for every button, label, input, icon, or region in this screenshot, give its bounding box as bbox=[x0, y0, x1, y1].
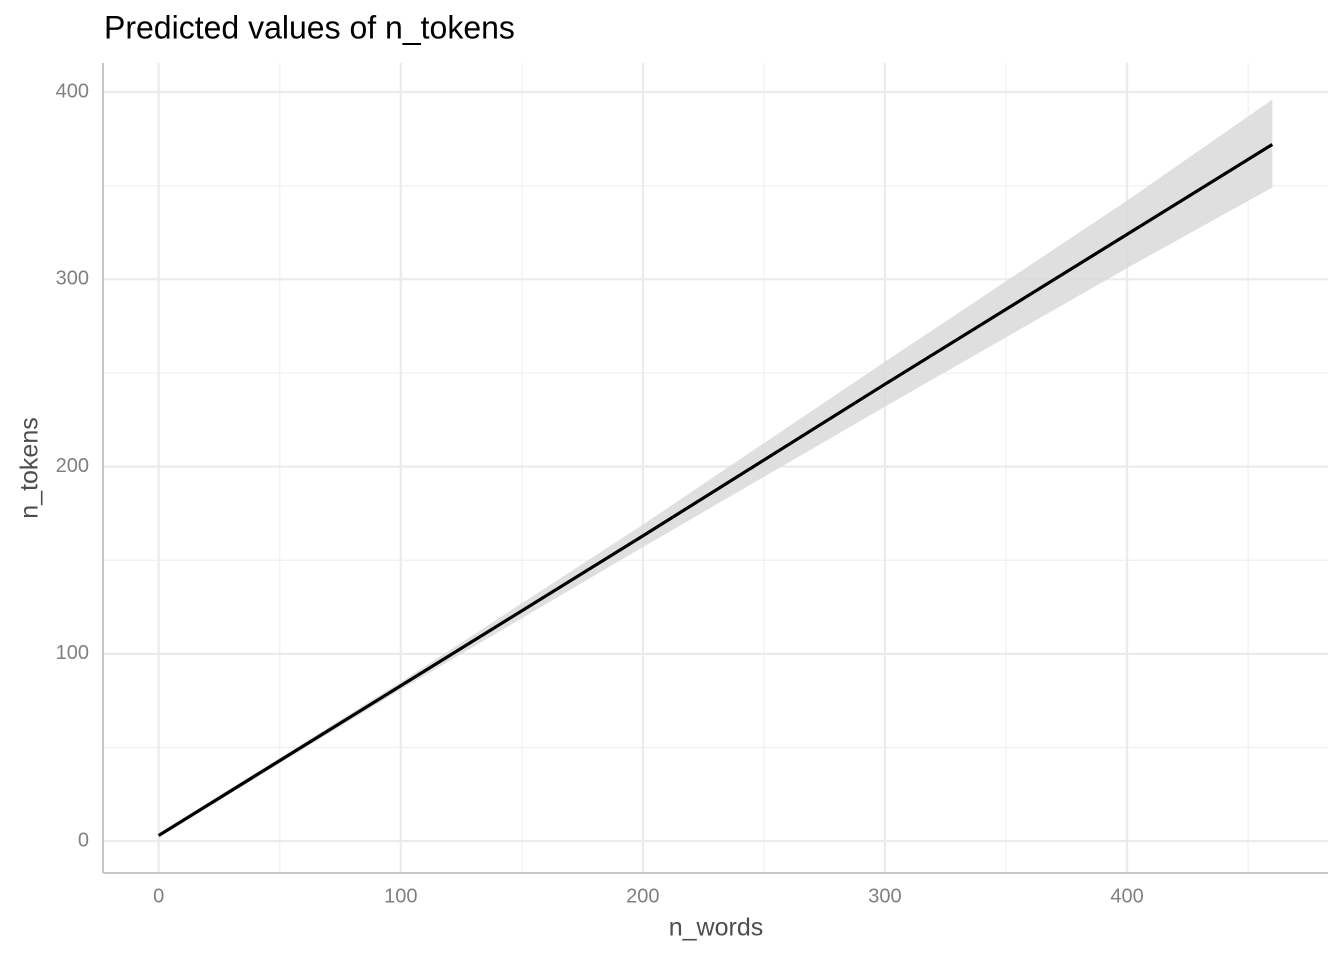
x-tick-label: 200 bbox=[626, 885, 659, 907]
y-tick-label: 200 bbox=[56, 455, 89, 477]
y-tick-label: 400 bbox=[56, 80, 89, 102]
y-tick-label: 100 bbox=[56, 642, 89, 664]
x-axis-title: n_words bbox=[669, 914, 764, 942]
line bbox=[157, 143, 1274, 837]
x-tick-label: 0 bbox=[153, 885, 164, 907]
confidence-band bbox=[158, 99, 1273, 838]
y-axis-title: n_tokens bbox=[16, 417, 44, 518]
chart-title: Predicted values of n_tokens bbox=[104, 9, 515, 45]
x-tick-label: 100 bbox=[384, 885, 417, 907]
y-tick-label: 300 bbox=[56, 268, 89, 290]
y-tick-label: 0 bbox=[78, 829, 89, 851]
x-tick-label: 400 bbox=[1110, 885, 1143, 907]
x-tick-label: 300 bbox=[868, 885, 901, 907]
